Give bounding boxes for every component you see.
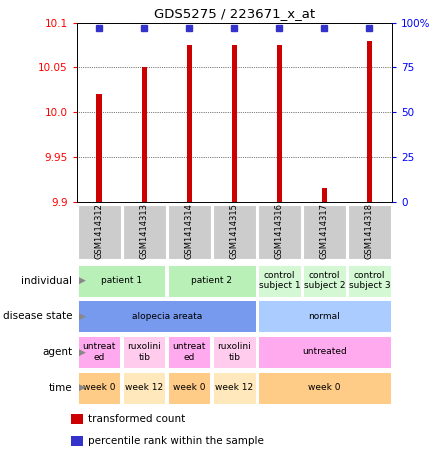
Bar bbox=[78, 205, 121, 259]
Text: patient 1: patient 1 bbox=[101, 276, 142, 285]
Bar bbox=[232, 45, 237, 202]
Bar bbox=[348, 205, 391, 259]
Text: week 0: week 0 bbox=[83, 383, 116, 392]
Text: GSM1414314: GSM1414314 bbox=[185, 203, 194, 259]
Text: GSM1414315: GSM1414315 bbox=[230, 203, 239, 259]
Text: ▶: ▶ bbox=[79, 347, 86, 357]
Text: GSM1414312: GSM1414312 bbox=[95, 203, 104, 259]
Text: time: time bbox=[49, 383, 72, 393]
Text: untreated: untreated bbox=[302, 347, 347, 357]
Bar bbox=[123, 371, 166, 404]
Bar bbox=[258, 336, 391, 368]
Text: GSM1414318: GSM1414318 bbox=[365, 203, 374, 259]
Bar bbox=[258, 300, 391, 333]
Text: ▶: ▶ bbox=[79, 383, 86, 392]
Text: control
subject 2: control subject 2 bbox=[304, 271, 345, 290]
Bar bbox=[258, 371, 391, 404]
Bar bbox=[367, 40, 372, 202]
Bar bbox=[168, 371, 210, 404]
Text: percentile rank within the sample: percentile rank within the sample bbox=[88, 436, 264, 446]
Bar bbox=[141, 67, 147, 202]
Bar bbox=[123, 205, 166, 259]
Text: ▶: ▶ bbox=[79, 312, 86, 321]
Text: ruxolini
tib: ruxolini tib bbox=[217, 342, 251, 361]
Bar bbox=[258, 265, 300, 297]
Text: individual: individual bbox=[21, 275, 72, 285]
Bar bbox=[348, 265, 391, 297]
Text: untreat
ed: untreat ed bbox=[82, 342, 116, 361]
Bar bbox=[78, 300, 255, 333]
Text: week 0: week 0 bbox=[173, 383, 205, 392]
Text: control
subject 3: control subject 3 bbox=[349, 271, 390, 290]
Text: control
subject 1: control subject 1 bbox=[258, 271, 300, 290]
Bar bbox=[213, 371, 255, 404]
Text: ruxolini
tib: ruxolini tib bbox=[127, 342, 161, 361]
Text: alopecia areata: alopecia areata bbox=[132, 312, 202, 321]
Bar bbox=[71, 436, 83, 446]
Text: untreat
ed: untreat ed bbox=[173, 342, 206, 361]
Text: GSM1414317: GSM1414317 bbox=[320, 203, 329, 259]
Bar bbox=[187, 45, 192, 202]
Text: normal: normal bbox=[308, 312, 340, 321]
Bar bbox=[123, 336, 166, 368]
Bar bbox=[78, 371, 120, 404]
Bar bbox=[303, 205, 346, 259]
Bar bbox=[168, 205, 211, 259]
Text: ▶: ▶ bbox=[79, 276, 86, 285]
Bar bbox=[258, 205, 301, 259]
Bar bbox=[303, 265, 346, 297]
Text: agent: agent bbox=[42, 347, 72, 357]
Bar bbox=[277, 45, 282, 202]
Bar bbox=[71, 414, 83, 424]
Text: patient 2: patient 2 bbox=[191, 276, 232, 285]
Text: disease state: disease state bbox=[3, 311, 72, 321]
Bar bbox=[168, 265, 255, 297]
Text: week 12: week 12 bbox=[125, 383, 163, 392]
Bar bbox=[322, 188, 327, 202]
Bar bbox=[96, 94, 102, 202]
Title: GDS5275 / 223671_x_at: GDS5275 / 223671_x_at bbox=[154, 7, 315, 20]
Bar bbox=[78, 336, 120, 368]
Bar bbox=[213, 336, 255, 368]
Text: transformed count: transformed count bbox=[88, 414, 185, 424]
Text: GSM1414316: GSM1414316 bbox=[275, 203, 284, 259]
Bar bbox=[78, 265, 166, 297]
Text: GSM1414313: GSM1414313 bbox=[140, 203, 149, 259]
Bar bbox=[213, 205, 256, 259]
Text: week 0: week 0 bbox=[308, 383, 341, 392]
Text: week 12: week 12 bbox=[215, 383, 254, 392]
Bar bbox=[168, 336, 210, 368]
